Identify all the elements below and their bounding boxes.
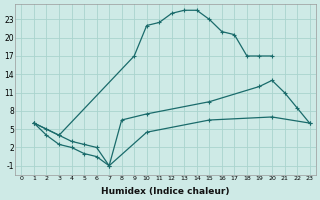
- X-axis label: Humidex (Indice chaleur): Humidex (Indice chaleur): [101, 187, 230, 196]
